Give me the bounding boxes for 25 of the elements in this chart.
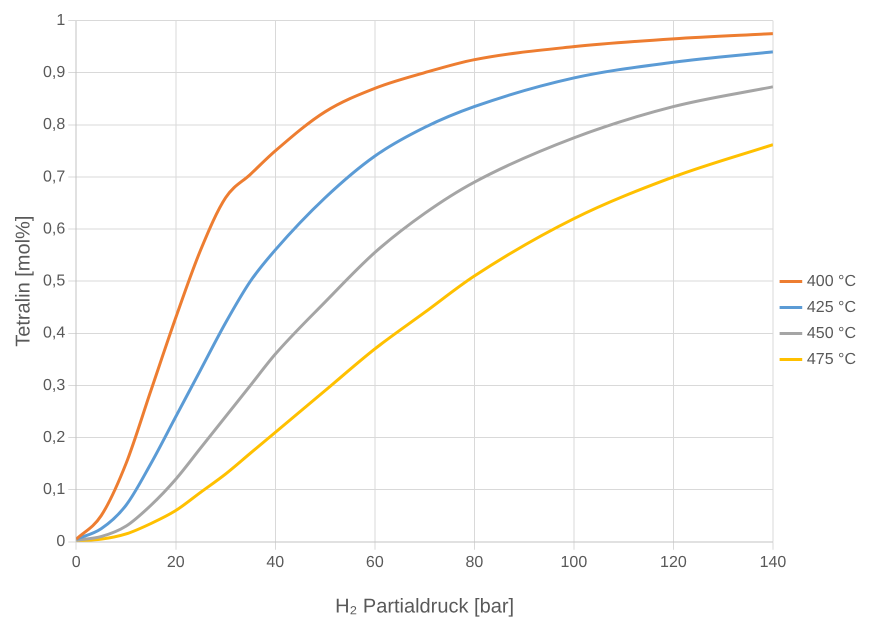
y-tick-label: 0,7 bbox=[42, 168, 66, 186]
y-tick-label: 0,6 bbox=[42, 220, 66, 238]
x-axis-title: H₂ Partialdruck [bar] bbox=[335, 596, 514, 618]
y-tick-label: 0,3 bbox=[42, 376, 66, 394]
legend-label: 400 °C bbox=[806, 272, 856, 290]
y-tick-label: 0,1 bbox=[42, 481, 66, 498]
y-tick-label: 0,8 bbox=[42, 116, 66, 134]
y-tick-label: 1 bbox=[56, 12, 66, 30]
x-tick-label: 60 bbox=[366, 554, 384, 571]
y-tick-label: 0 bbox=[56, 533, 66, 550]
y-axis-title: Tetralin [mol%] bbox=[12, 216, 35, 347]
legend-label: 475 °C bbox=[806, 350, 856, 368]
y-tick-label: 0,2 bbox=[42, 428, 66, 446]
legend-label: 425 °C bbox=[806, 298, 856, 316]
y-tick-label: 0,5 bbox=[42, 272, 66, 290]
x-tick-label: 140 bbox=[760, 554, 786, 571]
legend-label: 450 °C bbox=[806, 324, 856, 342]
x-tick-label: 80 bbox=[465, 554, 484, 571]
x-tick-label: 0 bbox=[72, 554, 81, 571]
x-tick-label: 20 bbox=[166, 554, 185, 571]
x-tick-label: 120 bbox=[660, 554, 687, 571]
y-tick-label: 0,4 bbox=[42, 324, 66, 342]
y-tick-label: 0,9 bbox=[42, 64, 66, 82]
x-tick-label: 40 bbox=[266, 554, 284, 571]
x-tick-label: 100 bbox=[560, 554, 588, 571]
